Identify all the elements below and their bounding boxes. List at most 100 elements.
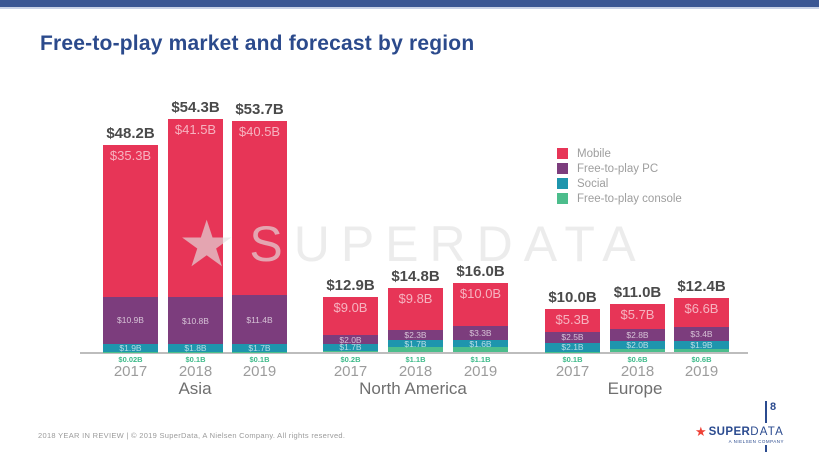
bar-pc-label: $3.3B [469, 328, 492, 339]
bar-segment-social [232, 344, 287, 352]
bar-total-label: $12.9B [326, 276, 375, 294]
bar-total-label: $16.0B [456, 263, 505, 281]
bar-segment-mobile [388, 287, 443, 331]
bar-segment-social [388, 339, 443, 348]
chart-legend: Mobile Free-to-play PC Social Free-to-play … [557, 146, 682, 206]
logo-subtitle: A NIELSEN COMPANY [728, 439, 784, 444]
bar-segment-pc [610, 328, 665, 341]
region-label: North America [359, 379, 467, 398]
bar-mobile-label: $9.8B [398, 290, 433, 306]
bar-mobile-label: $40.5B [238, 124, 281, 140]
bar-social-label: $1.7B [339, 342, 362, 353]
bar-segment-mobile [232, 121, 287, 296]
bar-segment-mobile [545, 309, 600, 332]
bar-segment-console [323, 351, 378, 352]
bar-pc-label: $2.3B [404, 330, 427, 340]
page-title: Free-to-play market and forecast by regi… [40, 32, 475, 55]
bar-segment-mobile [323, 296, 378, 336]
footer-copyright: 2018 YEAR IN REVIEW | © 2019 SuperData, … [38, 431, 346, 440]
bar-total-label: $48.2B [106, 125, 155, 143]
legend-swatch-console [557, 193, 568, 204]
bar-pc-label: $2.5B [561, 332, 584, 343]
bar-segment-mobile [103, 145, 158, 297]
bar-segment-mobile [453, 283, 508, 327]
bar-console-label: $0.6B [627, 355, 648, 364]
bar-segment-social [453, 340, 508, 348]
bar-segment-mobile [610, 304, 665, 329]
bar-social-label: $1.7B [404, 338, 427, 349]
year-label: 2017 [555, 363, 590, 380]
x-axis-line [80, 352, 748, 354]
legend-swatch-social [557, 178, 568, 189]
bar-segment-social [610, 340, 665, 350]
year-label: 2018 [178, 363, 213, 380]
bar-social-label: $2.1B [561, 342, 584, 353]
bar-console-label: $0.1B [249, 355, 270, 364]
top-accent-bar [0, 0, 819, 9]
year-label: 2017 [333, 363, 368, 380]
bar-console-label: $1.1B [470, 355, 491, 364]
logo-text-super: SUPER [708, 425, 751, 438]
bar-console-label: $0.6B [691, 355, 712, 364]
bar-segment-mobile [674, 298, 729, 327]
region-label: Europe [607, 379, 663, 398]
bar-segment-pc [232, 295, 287, 345]
bar-segment-social [674, 341, 729, 350]
bar-segment-mobile [168, 118, 223, 298]
year-label: 2017 [113, 363, 148, 380]
bar-console-label: $0.2B [340, 355, 361, 364]
year-label: 2019 [684, 363, 719, 380]
bar-pc-label: $2.0B [339, 334, 362, 345]
bar-social-label: $1.8B [184, 342, 207, 353]
region-label: Asia [178, 379, 212, 398]
legend-label: Free-to-play console [577, 192, 682, 205]
bar-social-label: $1.9B [690, 340, 713, 351]
bar-segment-console [453, 347, 508, 352]
year-label: 2018 [620, 363, 655, 380]
bar-console-label: $0.1B [185, 355, 206, 364]
bar-mobile-label: $9.0B [333, 299, 368, 315]
bar-console-label: $0.1B [562, 355, 583, 364]
bar-total-label: $53.7B [235, 101, 284, 119]
bar-segment-pc [103, 296, 158, 344]
bar-social-label: $1.6B [469, 338, 492, 349]
bar-social-label: $2.0B [626, 340, 649, 351]
bar-total-label: $14.8B [391, 267, 440, 285]
bar-segment-social [103, 343, 158, 352]
legend-swatch-mobile [557, 148, 568, 159]
bar-segment-social [545, 342, 600, 352]
bar-pc-label: $3.4B [690, 328, 713, 339]
bar-mobile-label: $6.6B [684, 301, 719, 317]
bar-console-label: $1.1B [405, 355, 426, 364]
bar-total-label: $12.4B [677, 278, 726, 296]
year-label: 2018 [398, 363, 433, 380]
bar-pc-label: $10.9B [117, 315, 144, 326]
bar-segment-pc [168, 297, 223, 344]
logo-text-data: DATA [750, 425, 784, 438]
bar-mobile-label: $41.5B [174, 121, 217, 137]
legend-label: Social [577, 177, 609, 190]
bar-segment-console [610, 349, 665, 352]
bar-total-label: $10.0B [548, 289, 597, 306]
bar-social-label: $1.9B [119, 342, 142, 353]
legend-label: Mobile [577, 147, 611, 160]
bar-mobile-label: $5.7B [620, 307, 655, 323]
bar-mobile-label: $5.3B [555, 312, 590, 327]
bar-pc-label: $10.8B [182, 315, 209, 326]
bar-segment-pc [453, 326, 508, 341]
bar-segment-console [674, 349, 729, 352]
bar-segment-social [323, 343, 378, 352]
legend-item-mobile: Mobile [557, 146, 682, 161]
bar-social-label: $1.7B [248, 342, 271, 353]
superdata-logo: ★ SUPER DATA A NIELSEN COMPANY [695, 423, 786, 445]
logo-star-icon: ★ [694, 424, 707, 439]
bar-segment-pc [674, 326, 729, 342]
bar-total-label: $54.3B [171, 98, 220, 116]
bar-mobile-label: $35.3B [109, 148, 152, 164]
legend-item-console: Free-to-play console [557, 191, 682, 206]
bar-console-label: $0.02B [118, 355, 143, 364]
legend-label: Free-to-play PC [577, 162, 659, 175]
bar-pc-label: $2.8B [626, 329, 649, 340]
